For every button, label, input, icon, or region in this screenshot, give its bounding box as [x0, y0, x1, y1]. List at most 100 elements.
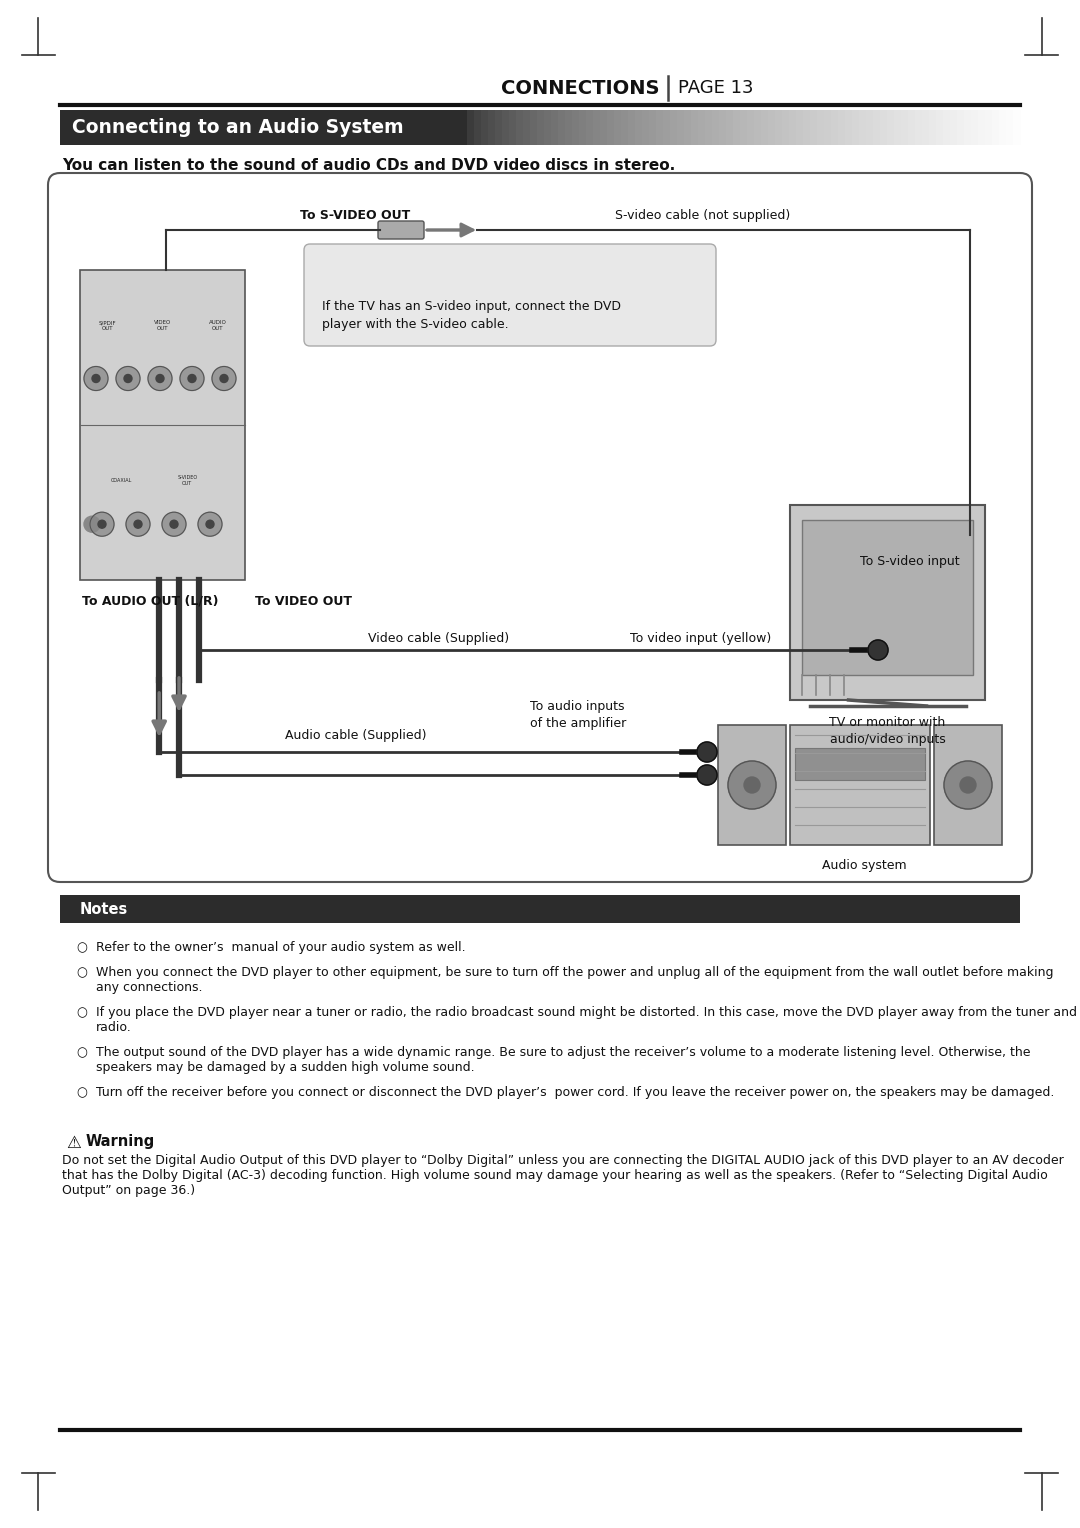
FancyBboxPatch shape [460, 110, 468, 145]
FancyBboxPatch shape [747, 110, 755, 145]
Text: Notes: Notes [80, 902, 129, 917]
FancyBboxPatch shape [642, 110, 650, 145]
FancyBboxPatch shape [816, 110, 825, 145]
FancyBboxPatch shape [615, 110, 622, 145]
FancyBboxPatch shape [691, 110, 699, 145]
FancyBboxPatch shape [929, 110, 937, 145]
FancyBboxPatch shape [537, 110, 545, 145]
FancyBboxPatch shape [718, 724, 786, 845]
FancyBboxPatch shape [572, 110, 580, 145]
FancyBboxPatch shape [866, 110, 874, 145]
FancyBboxPatch shape [894, 110, 902, 145]
FancyBboxPatch shape [303, 244, 716, 345]
FancyBboxPatch shape [873, 110, 881, 145]
Circle shape [156, 374, 164, 382]
Circle shape [728, 761, 777, 808]
FancyBboxPatch shape [887, 110, 895, 145]
Text: Video cable (Supplied): Video cable (Supplied) [368, 633, 509, 645]
FancyBboxPatch shape [964, 110, 972, 145]
Circle shape [134, 520, 141, 529]
FancyBboxPatch shape [802, 520, 973, 675]
FancyBboxPatch shape [523, 110, 531, 145]
FancyBboxPatch shape [670, 110, 678, 145]
FancyBboxPatch shape [852, 110, 860, 145]
FancyBboxPatch shape [859, 110, 867, 145]
FancyBboxPatch shape [999, 110, 1007, 145]
Circle shape [188, 374, 195, 382]
Text: To audio inputs
of the amplifier: To audio inputs of the amplifier [530, 700, 626, 730]
Circle shape [84, 516, 100, 532]
FancyBboxPatch shape [502, 110, 510, 145]
FancyBboxPatch shape [579, 110, 588, 145]
FancyBboxPatch shape [467, 110, 475, 145]
Text: Audio cable (Supplied): Audio cable (Supplied) [285, 729, 427, 743]
FancyBboxPatch shape [934, 724, 1002, 845]
Text: Do not set the Digital Audio Output of this DVD player to “Dolby Digital” unless: Do not set the Digital Audio Output of t… [62, 1154, 1064, 1196]
Circle shape [868, 640, 888, 660]
FancyBboxPatch shape [551, 110, 559, 145]
FancyBboxPatch shape [985, 110, 993, 145]
Text: If the TV has an S-video input, connect the DVD
player with the S-video cable.: If the TV has an S-video input, connect … [322, 299, 621, 332]
FancyBboxPatch shape [509, 110, 517, 145]
FancyBboxPatch shape [60, 895, 1020, 923]
Text: To S-video input: To S-video input [861, 555, 960, 568]
FancyBboxPatch shape [908, 110, 916, 145]
Circle shape [180, 367, 204, 391]
Text: TV or monitor with
audio/video inputs: TV or monitor with audio/video inputs [829, 717, 946, 746]
Text: S-video cable (not supplied): S-video cable (not supplied) [615, 209, 791, 222]
FancyBboxPatch shape [558, 110, 566, 145]
FancyBboxPatch shape [789, 110, 797, 145]
FancyBboxPatch shape [993, 110, 1000, 145]
Circle shape [124, 374, 132, 382]
Text: ⚠: ⚠ [66, 1134, 81, 1152]
Text: Warning: Warning [86, 1134, 156, 1149]
FancyBboxPatch shape [656, 110, 664, 145]
Text: AUDIO
OUT: AUDIO OUT [208, 321, 227, 332]
FancyBboxPatch shape [516, 110, 524, 145]
FancyBboxPatch shape [635, 110, 643, 145]
FancyBboxPatch shape [565, 110, 573, 145]
FancyBboxPatch shape [544, 110, 552, 145]
FancyBboxPatch shape [775, 110, 783, 145]
FancyBboxPatch shape [677, 110, 685, 145]
FancyBboxPatch shape [978, 110, 986, 145]
Text: To video input (yellow): To video input (yellow) [630, 633, 771, 645]
FancyBboxPatch shape [789, 504, 985, 700]
FancyBboxPatch shape [705, 110, 713, 145]
Circle shape [960, 778, 976, 793]
FancyBboxPatch shape [754, 110, 762, 145]
Text: ○: ○ [77, 966, 87, 979]
FancyBboxPatch shape [782, 110, 789, 145]
Text: PAGE 13: PAGE 13 [678, 79, 754, 96]
FancyBboxPatch shape [530, 110, 538, 145]
Text: ○: ○ [77, 1086, 87, 1099]
Text: If you place the DVD player near a tuner or radio, the radio broadcast sound mig: If you place the DVD player near a tuner… [96, 1005, 1077, 1034]
Text: CONNECTIONS: CONNECTIONS [501, 78, 660, 98]
FancyBboxPatch shape [943, 110, 951, 145]
Text: Connecting to an Audio System: Connecting to an Audio System [72, 118, 404, 138]
FancyBboxPatch shape [663, 110, 671, 145]
FancyBboxPatch shape [649, 110, 657, 145]
FancyBboxPatch shape [586, 110, 594, 145]
FancyBboxPatch shape [1013, 110, 1021, 145]
FancyBboxPatch shape [593, 110, 600, 145]
FancyBboxPatch shape [627, 110, 636, 145]
FancyBboxPatch shape [80, 270, 245, 581]
FancyBboxPatch shape [838, 110, 846, 145]
Circle shape [212, 367, 237, 391]
Text: You can listen to the sound of audio CDs and DVD video discs in stereo.: You can listen to the sound of audio CDs… [62, 157, 675, 173]
Text: Refer to the owner’s  manual of your audio system as well.: Refer to the owner’s manual of your audi… [96, 941, 465, 953]
Text: The output sound of the DVD player has a wide dynamic range. Be sure to adjust t: The output sound of the DVD player has a… [96, 1047, 1030, 1074]
Circle shape [162, 512, 186, 536]
Text: ○: ○ [77, 941, 87, 953]
FancyBboxPatch shape [621, 110, 629, 145]
FancyBboxPatch shape [845, 110, 853, 145]
FancyBboxPatch shape [48, 173, 1032, 882]
FancyBboxPatch shape [740, 110, 748, 145]
FancyBboxPatch shape [950, 110, 958, 145]
Circle shape [116, 367, 140, 391]
FancyBboxPatch shape [684, 110, 692, 145]
Text: To S-VIDEO OUT: To S-VIDEO OUT [300, 209, 410, 222]
FancyBboxPatch shape [810, 110, 818, 145]
Circle shape [744, 778, 760, 793]
